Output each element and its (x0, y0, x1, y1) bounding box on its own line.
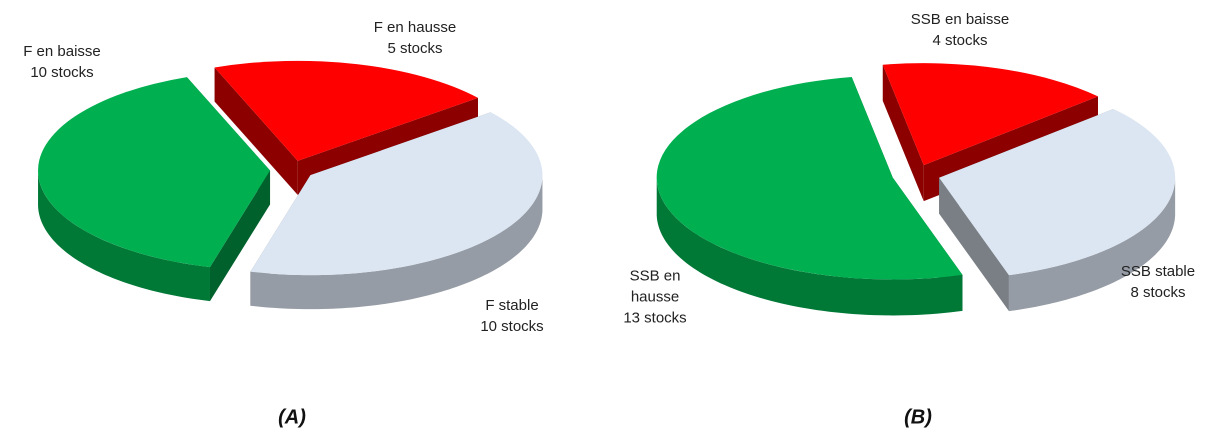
slice (250, 112, 543, 276)
chart-caption: (B) (904, 406, 932, 429)
chart-caption: (A) (278, 406, 306, 429)
category-label: F en hausse (373, 19, 457, 36)
slice-side (1008, 179, 1176, 312)
slice (214, 60, 478, 161)
slice-label: SSB en hausse 13 stocks (609, 266, 701, 329)
category-label: F stable (485, 297, 539, 314)
category-label: SSB en hausse (629, 267, 681, 306)
slice-side (250, 176, 543, 310)
slice (882, 63, 1099, 166)
category-label: SSB stable (1120, 263, 1196, 280)
slice-label: SSB stable 8 stocks (1098, 261, 1216, 303)
slice (939, 108, 1176, 276)
slice-wall (214, 67, 298, 195)
value-label: 5 stocks (387, 40, 443, 57)
slice-label: F stable 10 stocks (452, 295, 572, 337)
value-label: 10 stocks (480, 318, 544, 335)
slice-side (656, 179, 963, 316)
slice (38, 77, 271, 268)
value-label: 4 stocks (932, 32, 988, 49)
value-label: 8 stocks (1130, 284, 1186, 301)
slice-label: F en hausse 5 stocks (355, 17, 475, 59)
value-label: 13 stocks (623, 309, 687, 327)
value-label: 10 stocks (30, 64, 94, 81)
category-label: F en baisse (23, 43, 101, 60)
slice-label: F en baisse 10 stocks (2, 41, 122, 83)
slice-label: SSB en baisse 4 stocks (890, 9, 1030, 51)
slice-wall (209, 170, 271, 302)
slice (656, 76, 963, 280)
category-label: SSB en baisse (910, 11, 1010, 28)
slice-wall (882, 64, 924, 202)
slice-wall (939, 177, 1009, 312)
slice-side (38, 171, 210, 302)
